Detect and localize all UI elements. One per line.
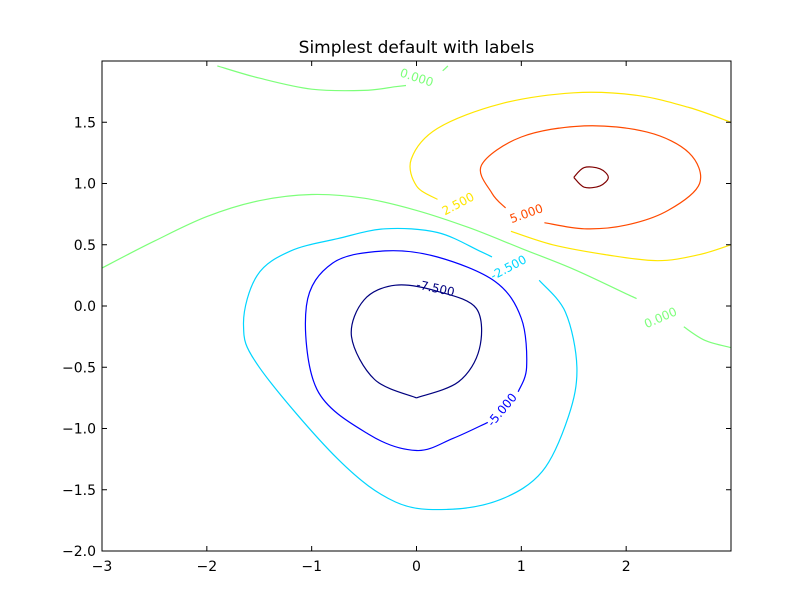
x-tick-label: −3 — [92, 559, 113, 575]
contour-line-level-3-1 — [683, 326, 731, 349]
y-tick-label: 1.5 — [74, 115, 96, 131]
contour-line-level-3-0 — [102, 193, 637, 300]
y-tick-label: 0.0 — [74, 299, 96, 315]
contour-line-level-2-0 — [242, 227, 578, 511]
x-tick-label: 2 — [622, 559, 631, 575]
y-tick-label: −2.0 — [62, 544, 96, 560]
y-tick-label: −1.0 — [62, 422, 96, 438]
x-tick-label: 1 — [517, 559, 526, 575]
contour-line-level-5-0 — [409, 91, 731, 200]
contour-line-level-6-0 — [479, 125, 702, 230]
y-tick-label: 1.0 — [74, 177, 96, 193]
y-axis: −2.0 −1.5 −1.0 −0.5 0.0 0.5 1.0 1.5 — [62, 115, 731, 560]
x-tick-label: −2 — [197, 559, 218, 575]
y-tick-label: 0.5 — [74, 238, 96, 254]
contour-line-level-5-1 — [510, 230, 731, 262]
contour-line-level-0-0 — [350, 284, 483, 399]
contour-lines — [102, 65, 731, 511]
x-axis: −3 −2 −1 0 1 2 — [92, 61, 631, 575]
contour-line-level-1-0 — [304, 250, 528, 452]
contour-line-level-3-3 — [442, 65, 449, 72]
y-tick-label: −1.5 — [62, 483, 96, 499]
x-tick-label: 0 — [412, 559, 421, 575]
contour-line-level-3-2 — [217, 65, 407, 92]
chart-title: Simplest default with labels — [299, 38, 535, 58]
y-tick-label: −0.5 — [62, 360, 96, 376]
x-tick-label: −1 — [301, 559, 322, 575]
contour-line-level-7-0 — [573, 166, 609, 189]
